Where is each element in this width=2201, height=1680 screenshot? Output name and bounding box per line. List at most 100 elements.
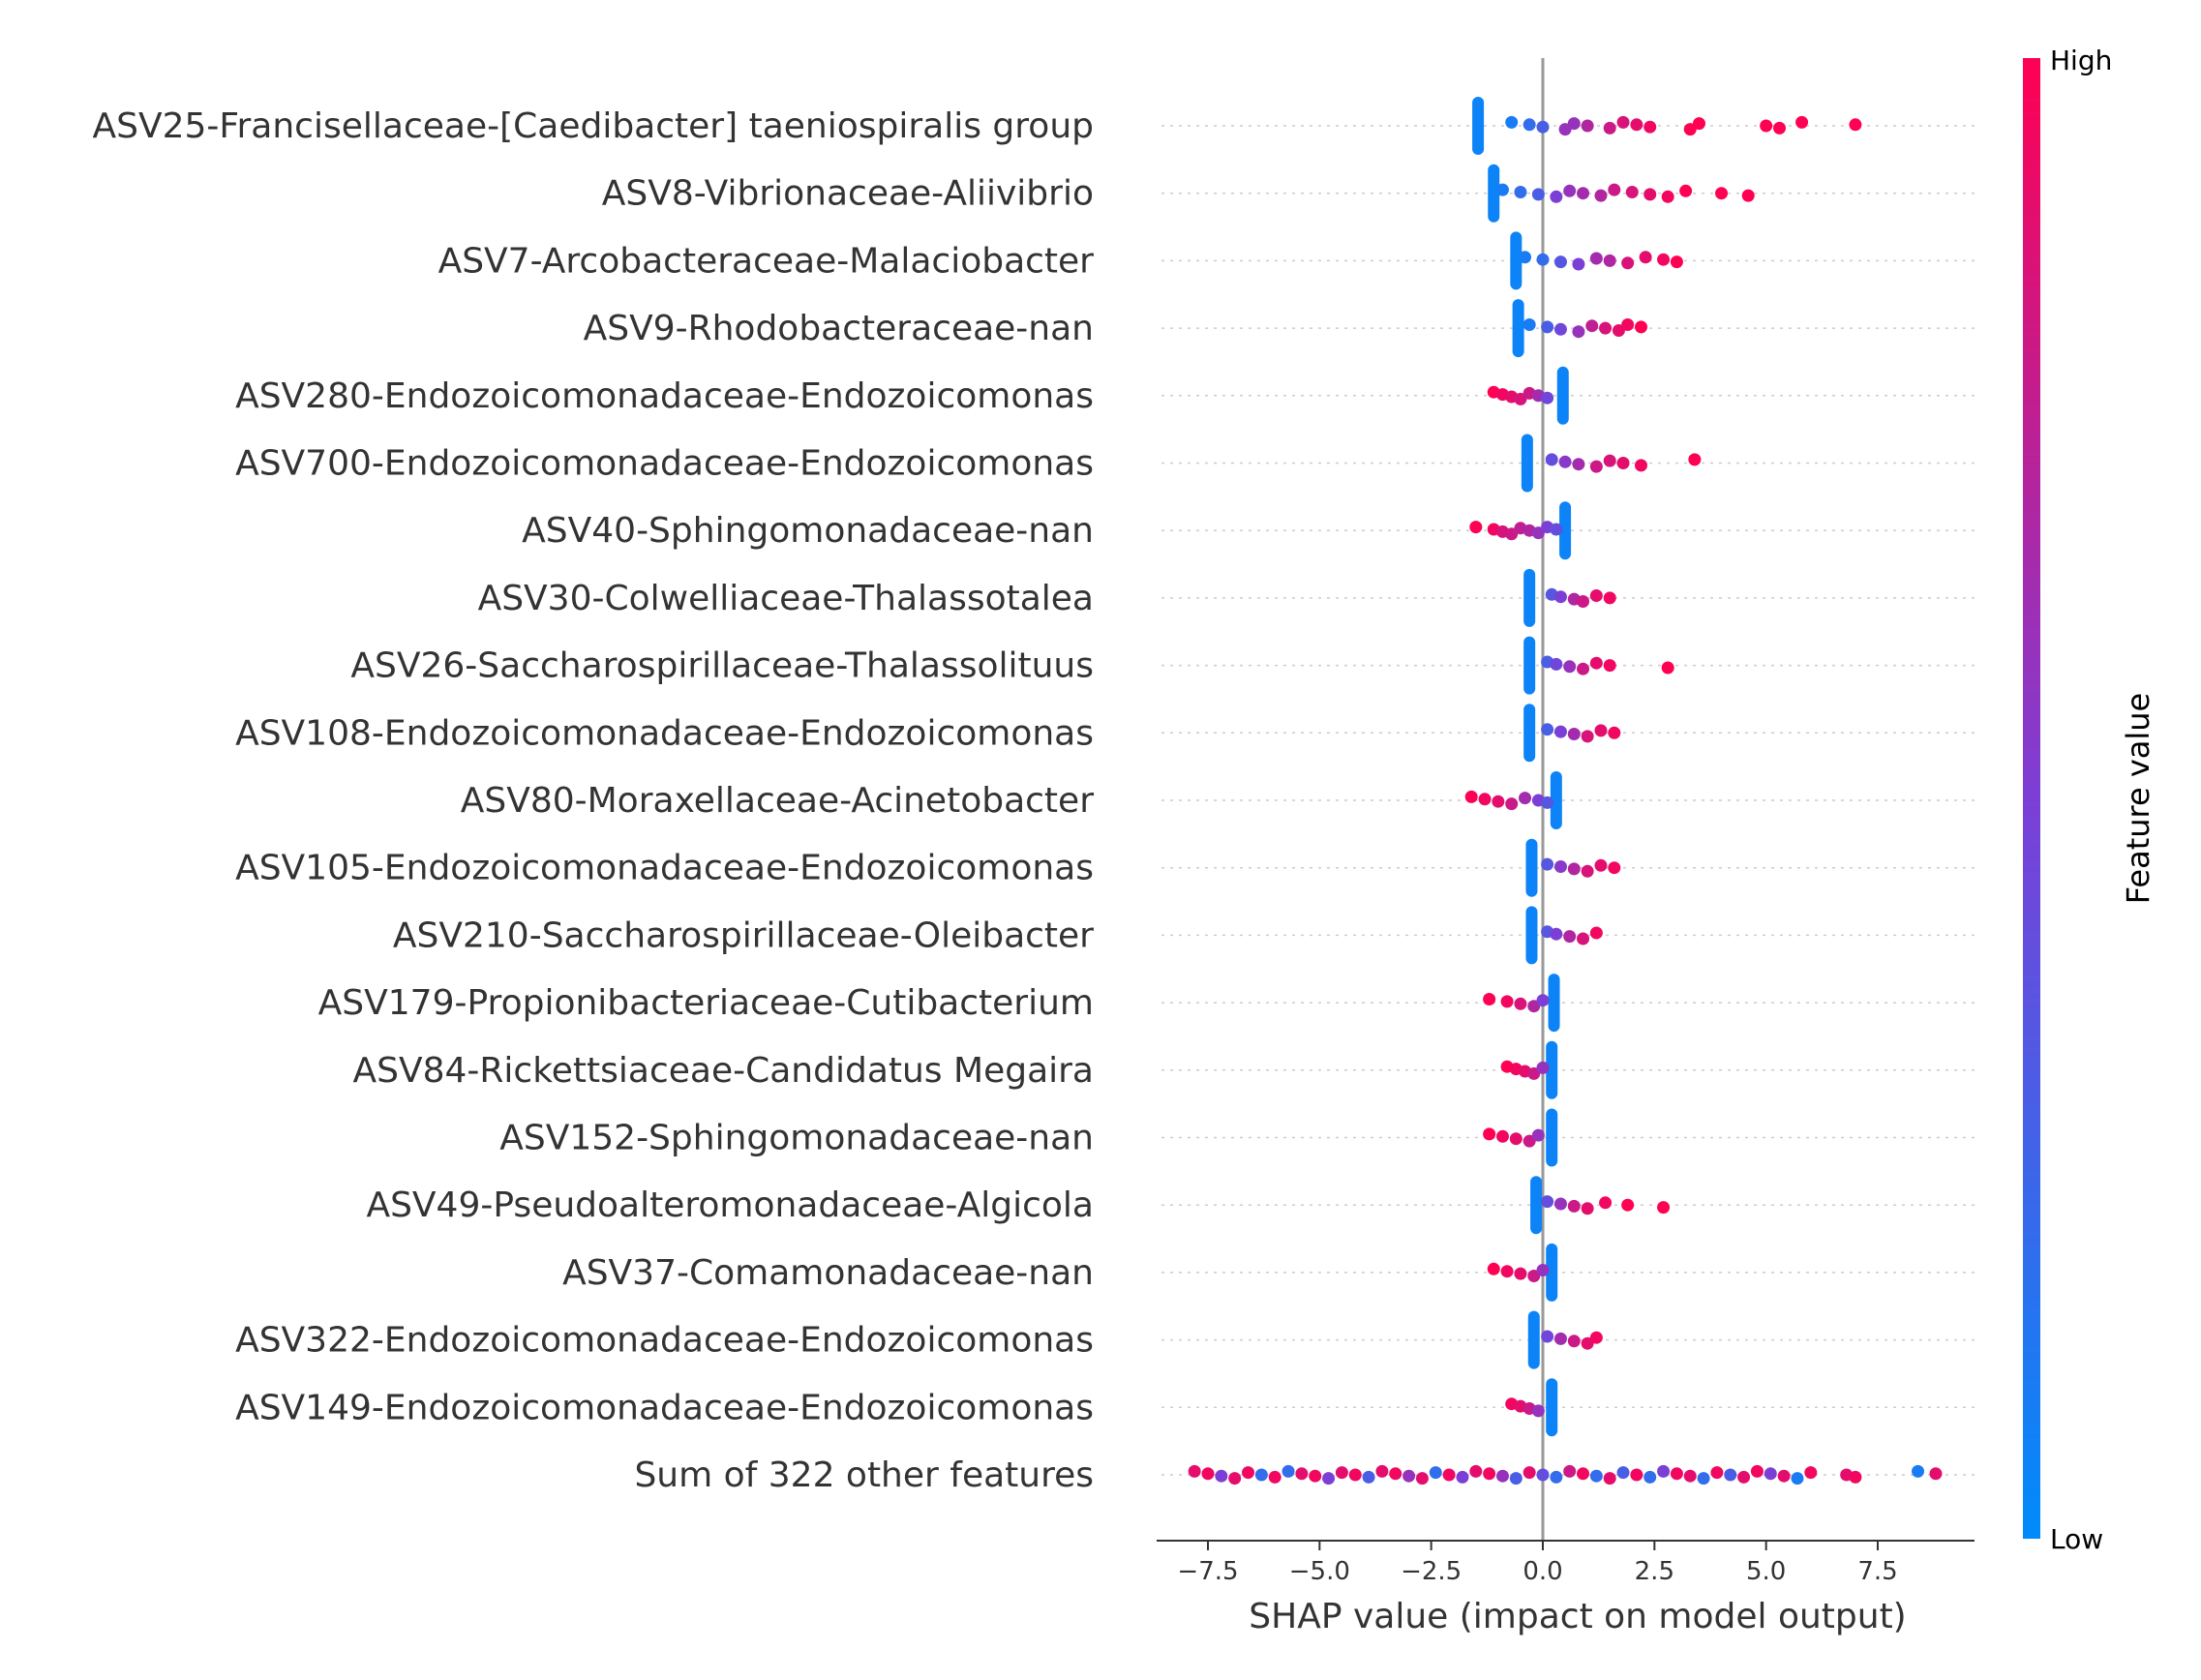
shap-point: [1630, 1468, 1643, 1482]
shap-point: [1362, 1470, 1375, 1484]
shap-point: [1589, 252, 1603, 265]
shap-point: [1523, 318, 1536, 331]
feature-label: ASV30-Colwelliaceae-Thalassotalea: [478, 579, 1094, 618]
shap-point: [1509, 1132, 1523, 1146]
x-axis-label: SHAP value (impact on model output): [1249, 1597, 1906, 1636]
shap-point: [1295, 1467, 1309, 1481]
shap-point: [1643, 120, 1657, 134]
shap-point: [1536, 253, 1550, 266]
shap-point: [1577, 595, 1590, 608]
shap-point: [1688, 453, 1702, 466]
shap-point: [1505, 797, 1519, 811]
shap-point: [1750, 1464, 1764, 1478]
feature-label: Sum of 322 other features: [634, 1455, 1094, 1495]
shap-point: [1661, 661, 1674, 675]
shap-point: [1572, 325, 1585, 339]
shap-point: [1589, 460, 1603, 473]
shap-point: [1402, 1469, 1416, 1483]
shap-point: [1581, 119, 1594, 133]
shap-point: [1523, 1134, 1536, 1148]
low-value-cluster: [1546, 1108, 1558, 1167]
shap-point: [1536, 1264, 1550, 1276]
shap-point: [1541, 320, 1554, 334]
shap-point: [1616, 457, 1630, 469]
shap-point: [1550, 523, 1563, 536]
shap-point: [1188, 1464, 1201, 1478]
shap-point: [1492, 795, 1505, 808]
low-value-cluster: [1546, 1040, 1558, 1099]
feature-labels: ASV25-Francisellaceae-[Caedibacter] taen…: [93, 106, 1095, 1495]
shap-point: [1572, 257, 1585, 271]
feature-label: ASV280-Endozoicomonadaceae-Endozoicomona…: [235, 376, 1094, 416]
shap-point: [1589, 926, 1603, 940]
shap-point: [1563, 660, 1577, 674]
shap-point: [1670, 255, 1683, 269]
colorbar-low-label: Low: [2050, 1523, 2103, 1555]
shap-point: [1791, 1472, 1804, 1485]
shap-point: [1495, 1469, 1509, 1483]
feature-label: ASV152-Sphingomonadaceae-nan: [499, 1119, 1094, 1158]
shap-point: [1603, 454, 1616, 467]
colorbar-title: Feature value: [2120, 693, 2156, 905]
shap-point: [1679, 184, 1693, 197]
shap-point: [1634, 320, 1647, 334]
x-tick-label: 2.5: [1635, 1557, 1674, 1586]
shap-point: [1572, 458, 1585, 471]
shap-point: [1553, 1197, 1567, 1211]
shap-point: [1536, 1468, 1550, 1482]
x-tick-label: 7.5: [1857, 1557, 1897, 1586]
feature-label: ASV40-Sphingomonadaceae-nan: [522, 511, 1094, 551]
shap-point: [1603, 254, 1616, 267]
shap-point: [1603, 659, 1616, 673]
low-value-cluster: [1559, 501, 1572, 560]
colorbar: High Low Feature value: [2023, 45, 2156, 1555]
shap-point: [1577, 662, 1590, 675]
shap-point: [1661, 190, 1674, 203]
low-value-cluster: [1472, 97, 1485, 155]
x-tick-label: −2.5: [1401, 1557, 1462, 1586]
shap-point: [1563, 1464, 1577, 1478]
shap-point: [1335, 1466, 1348, 1480]
shap-point: [1553, 255, 1567, 269]
shap-point: [1500, 995, 1514, 1008]
shap-point: [1639, 251, 1652, 264]
shap-point: [1657, 1201, 1671, 1215]
shap-point: [1599, 321, 1613, 335]
shap-point: [1531, 526, 1545, 540]
low-value-cluster: [1510, 231, 1523, 290]
shap-point: [1594, 189, 1608, 202]
shap-point: [1469, 1464, 1483, 1478]
shap-point: [1603, 121, 1616, 135]
shap-point: [1929, 1467, 1943, 1481]
feature-label: ASV700-Endozoicomonadaceae-Endozoicomona…: [235, 444, 1094, 484]
shap-point: [1849, 1470, 1862, 1484]
shap-point: [1527, 1270, 1541, 1282]
shap-point: [1523, 1466, 1536, 1480]
shap-point: [1536, 1061, 1550, 1074]
shap-point: [1625, 186, 1639, 198]
feature-label: ASV49-Pseudoalteromonadaceae-Algicola: [366, 1185, 1094, 1225]
feature-label: ASV108-Endozoicomonadaceae-Endozoicomona…: [235, 713, 1094, 753]
shap-point: [1621, 1198, 1635, 1212]
shap-point: [1483, 993, 1496, 1005]
feature-label: ASV105-Endozoicomonadaceae-Endozoicomona…: [235, 849, 1094, 888]
shap-point: [1603, 591, 1616, 605]
feature-label: ASV8-Vibrionaceae-Aliivibrio: [602, 174, 1094, 214]
shap-point: [1603, 1472, 1616, 1485]
shap-point: [1375, 1464, 1389, 1478]
shap-point: [1527, 1066, 1541, 1080]
shap-point: [1228, 1472, 1242, 1485]
shap-point: [1643, 188, 1657, 201]
shap-point: [1469, 521, 1483, 534]
shap-point: [1215, 1469, 1228, 1483]
shap-point: [1795, 115, 1809, 129]
low-value-cluster: [1546, 1243, 1558, 1302]
shap-point: [1536, 120, 1550, 134]
feature-label: ASV80-Moraxellaceae-Acinetobacter: [461, 781, 1094, 821]
shap-point: [1581, 1202, 1594, 1215]
shap-point: [1621, 318, 1635, 331]
shap-point: [1764, 1467, 1777, 1481]
low-value-cluster: [1530, 1176, 1543, 1235]
shap-point: [1777, 1469, 1791, 1483]
shap-point: [1464, 790, 1478, 803]
